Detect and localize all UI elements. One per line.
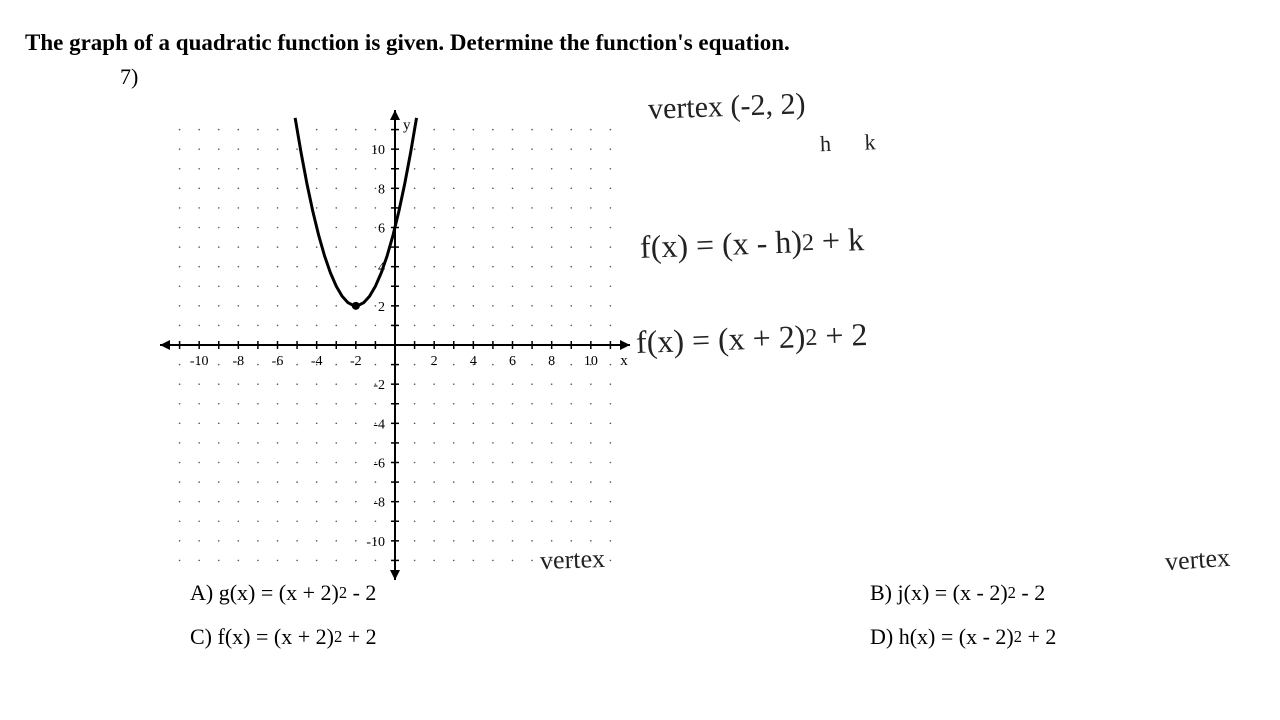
- hand-vertex-word-2: vertex: [1164, 543, 1231, 577]
- option-b: B) j(x) = (x - 2)2 - 2: [870, 580, 1250, 606]
- hand-eq2-tail: + 2: [817, 316, 868, 354]
- svg-text:2: 2: [431, 354, 438, 369]
- option-b-exp: 2: [1008, 583, 1016, 602]
- option-a-exp: 2: [339, 583, 347, 602]
- svg-text:-2: -2: [373, 378, 385, 393]
- svg-text:8: 8: [548, 354, 555, 369]
- svg-text:-4: -4: [373, 417, 385, 432]
- svg-text:x: x: [620, 353, 628, 369]
- svg-text:10: 10: [584, 354, 598, 369]
- option-c-tail: + 2: [342, 624, 376, 649]
- svg-text:-6: -6: [373, 457, 385, 472]
- option-a-text: A) g(x) = (x + 2): [190, 580, 339, 605]
- svg-text:-8: -8: [373, 496, 385, 511]
- option-c-text: C) f(x) = (x + 2): [190, 624, 334, 649]
- svg-text:4: 4: [470, 354, 477, 369]
- hand-eq-filled: f(x) = (x + 2)2 + 2: [635, 316, 868, 361]
- option-b-text: B) j(x) = (x - 2): [870, 580, 1008, 605]
- svg-text:-4: -4: [311, 354, 323, 369]
- hand-eq1-left: f(x) = (x - h): [639, 223, 802, 265]
- svg-text:-10: -10: [190, 354, 209, 369]
- svg-text:6: 6: [378, 222, 385, 237]
- hand-eq1-exp: 2: [802, 230, 815, 256]
- hand-hk-label: h k: [820, 129, 890, 157]
- answer-options: A) g(x) = (x + 2)2 - 2 B) j(x) = (x - 2)…: [190, 580, 1250, 668]
- option-a-tail: - 2: [347, 580, 376, 605]
- option-c-exp: 2: [334, 627, 342, 646]
- option-a: A) g(x) = (x + 2)2 - 2: [190, 580, 870, 606]
- option-d: D) h(x) = (x - 2)2 + 2: [870, 624, 1250, 650]
- question-prompt: The graph of a quadratic function is giv…: [25, 30, 1255, 56]
- hand-vertex-coords: vertex (-2, 2): [647, 87, 806, 126]
- svg-text:10: 10: [371, 143, 385, 158]
- svg-text:2: 2: [378, 300, 385, 315]
- hand-eq2-left: f(x) = (x + 2): [635, 318, 806, 360]
- option-d-exp: 2: [1014, 627, 1022, 646]
- question-number: 7): [120, 64, 1255, 90]
- svg-text:-6: -6: [272, 354, 284, 369]
- option-d-text: D) h(x) = (x - 2): [870, 624, 1014, 649]
- hand-eq-general: f(x) = (x - h)2 + k: [639, 221, 864, 266]
- option-d-tail: + 2: [1022, 624, 1056, 649]
- svg-text:y: y: [403, 118, 411, 134]
- quadratic-graph: -10-8-6-4-224681010864-2-4-6-8-10xy2: [160, 110, 630, 580]
- svg-text:-10: -10: [366, 535, 385, 550]
- hand-eq1-tail: + k: [813, 221, 864, 259]
- option-c: C) f(x) = (x + 2)2 + 2: [190, 624, 870, 650]
- svg-text:6: 6: [509, 354, 516, 369]
- option-b-tail: - 2: [1016, 580, 1045, 605]
- svg-text:-8: -8: [232, 354, 244, 369]
- svg-text:8: 8: [378, 182, 385, 197]
- svg-text:-2: -2: [350, 354, 362, 369]
- hand-vertex-word-1: vertex: [539, 544, 605, 576]
